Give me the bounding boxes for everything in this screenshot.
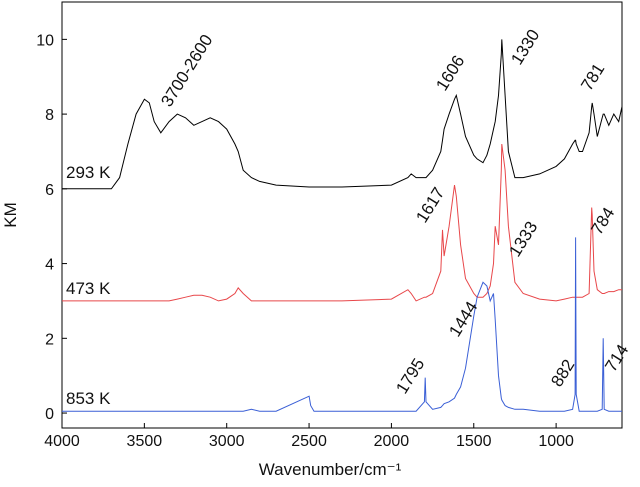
series-label: 473 K bbox=[66, 279, 111, 298]
y-axis-title: KM bbox=[1, 202, 20, 228]
x-axis-title: Wavenumber/cm⁻¹ bbox=[259, 460, 402, 479]
y-tick-label: 10 bbox=[36, 32, 54, 49]
spectrum-line bbox=[62, 39, 623, 190]
peak-annotation: 882 bbox=[547, 356, 578, 390]
x-tick-label: 1500 bbox=[456, 433, 492, 450]
peak-annotation: 1330 bbox=[507, 26, 543, 68]
spectrum-line bbox=[62, 237, 622, 412]
y-tick-label: 2 bbox=[45, 331, 54, 348]
peak-annotation: 714 bbox=[601, 341, 632, 375]
x-tick-label: 2500 bbox=[291, 433, 327, 450]
peak-annotation: 1795 bbox=[392, 355, 428, 397]
y-tick-label: 8 bbox=[45, 107, 54, 124]
x-tick-label: 1000 bbox=[538, 433, 574, 450]
peak-annotation: 1617 bbox=[412, 184, 448, 226]
y-tick-label: 0 bbox=[45, 406, 54, 423]
plot-frame bbox=[61, 1, 623, 429]
y-tick-label: 6 bbox=[45, 182, 54, 199]
x-tick-label: 3000 bbox=[209, 433, 245, 450]
peak-annotation: 1606 bbox=[432, 52, 468, 94]
series-label: 293 K bbox=[66, 163, 111, 182]
spectrum-line bbox=[62, 143, 622, 302]
peak-annotation: 1333 bbox=[505, 218, 541, 260]
peak-annotation: 3700-2600 bbox=[157, 31, 216, 110]
x-tick-label: 2000 bbox=[374, 433, 410, 450]
peak-annotation: 781 bbox=[577, 60, 608, 94]
x-tick-label: 4000 bbox=[44, 433, 80, 450]
x-tick-label: 3500 bbox=[127, 433, 163, 450]
series-label: 853 K bbox=[66, 389, 111, 408]
y-tick-label: 4 bbox=[45, 257, 54, 274]
